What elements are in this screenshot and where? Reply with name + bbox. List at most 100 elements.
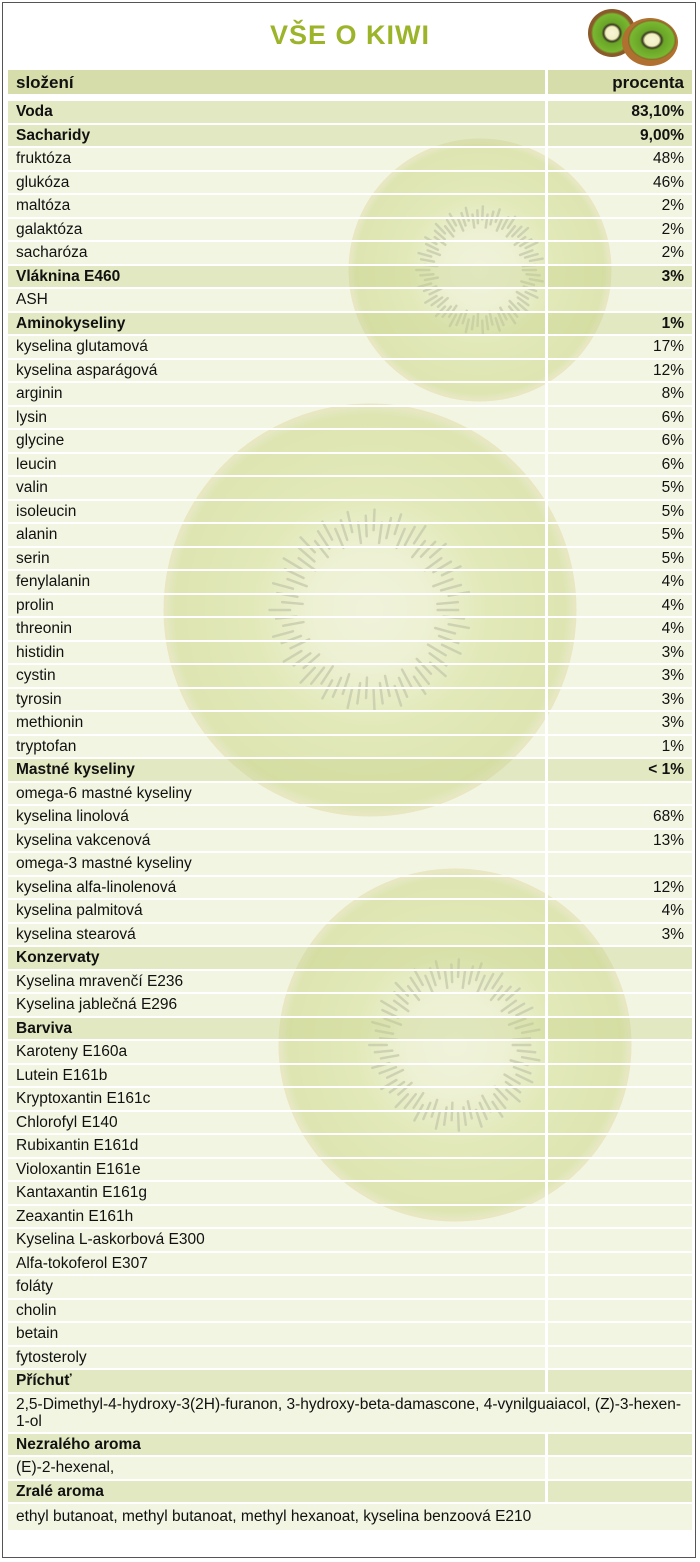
row-label: prolin xyxy=(8,593,547,618)
row-value: 5% xyxy=(545,546,692,571)
table-row: kyselina palmitová 4% xyxy=(8,899,692,924)
table-row: omega-6 mastné kyseliny xyxy=(8,781,692,806)
row-label: arginin xyxy=(8,382,547,407)
row-label: Sacharidy xyxy=(8,123,547,148)
table-row: Kyselina L-askorbová E300 xyxy=(8,1228,692,1253)
row-value xyxy=(545,993,692,1018)
row-value xyxy=(545,1275,692,1300)
table-row: (E)-2-hexenal, xyxy=(8,1456,692,1481)
table-row: betain xyxy=(8,1322,692,1347)
row-label: Vláknina E460 xyxy=(8,264,547,289)
table-row: Violoxantin E161e xyxy=(8,1157,692,1182)
row-label: Zeaxantin E161h xyxy=(8,1204,547,1229)
row-value: 3% xyxy=(545,664,692,689)
row-value: 5% xyxy=(545,523,692,548)
table-row: Nezralého aroma xyxy=(8,1432,692,1457)
row-value: 5% xyxy=(545,476,692,501)
table-row: histidin 3% xyxy=(8,640,692,665)
table-row: leucin 6% xyxy=(8,452,692,477)
row-label: Barviva xyxy=(8,1016,547,1041)
table-row: Příchuť xyxy=(8,1369,692,1394)
row-value xyxy=(545,1040,692,1065)
row-value: 17% xyxy=(545,335,692,360)
row-value: 6% xyxy=(545,452,692,477)
table-row: maltóza 2% xyxy=(8,194,692,219)
row-value xyxy=(545,1157,692,1182)
table-row: cholin xyxy=(8,1298,692,1323)
row-label: sacharóza xyxy=(8,241,547,266)
row-value: 68% xyxy=(545,805,692,830)
row-value: 83,10% xyxy=(545,97,692,125)
row-label: cholin xyxy=(8,1298,547,1323)
row-label: glukóza xyxy=(8,170,547,195)
row-value: 6% xyxy=(545,405,692,430)
row-label: fruktóza xyxy=(8,147,547,172)
row-value xyxy=(545,1087,692,1112)
row-value: 12% xyxy=(545,358,692,383)
table-row: serin 5% xyxy=(8,546,692,571)
row-value: 12% xyxy=(545,875,692,900)
table-row: galaktóza 2% xyxy=(8,217,692,242)
row-value xyxy=(545,1251,692,1276)
table-row: ethyl butanoat, methyl butanoat, methyl … xyxy=(8,1503,692,1532)
column-header: procenta xyxy=(545,70,692,101)
row-label: ASH xyxy=(8,288,547,313)
table-row: Kyselina jablečná E296 xyxy=(8,993,692,1018)
row-label: alanin xyxy=(8,523,547,548)
table-row: Voda 83,10% xyxy=(8,97,692,125)
row-value xyxy=(545,969,692,994)
row-value: 1% xyxy=(545,311,692,336)
row-label: fytosteroly xyxy=(8,1345,547,1370)
row-label: Voda xyxy=(8,97,547,125)
row-value: 3% xyxy=(545,264,692,289)
table-row: kyselina vakcenová 13% xyxy=(8,828,692,853)
row-label: glycine xyxy=(8,429,547,454)
row-label: Kyselina L-askorbová E300 xyxy=(8,1228,547,1253)
row-value xyxy=(545,1322,692,1347)
header-row: složení procenta xyxy=(8,70,692,101)
title: VŠE O KIWI xyxy=(269,20,431,50)
row-value xyxy=(545,946,692,971)
table-row: kyselina linolová 68% xyxy=(8,805,692,830)
row-label: histidin xyxy=(8,640,547,665)
table-row: isoleucin 5% xyxy=(8,499,692,524)
row-label: methionin xyxy=(8,711,547,736)
row-value xyxy=(545,1016,692,1041)
row-value: 4% xyxy=(545,617,692,642)
row-value xyxy=(545,1204,692,1229)
row-label: galaktóza xyxy=(8,217,547,242)
table-row: alanin 5% xyxy=(8,523,692,548)
table-row: Zralé aroma xyxy=(8,1479,692,1504)
row-value xyxy=(545,1228,692,1253)
row-label: Konzervaty xyxy=(8,946,547,971)
row-value: 9,00% xyxy=(545,123,692,148)
row-label: kyselina alfa-linolenová xyxy=(8,875,547,900)
row-value: 48% xyxy=(545,147,692,172)
row-label: Kyselina mravenčí E236 xyxy=(8,969,547,994)
row-value xyxy=(545,852,692,877)
row-value: 3% xyxy=(545,687,692,712)
row-value: 3% xyxy=(545,922,692,947)
row-label: omega-6 mastné kyseliny xyxy=(8,781,547,806)
row-value xyxy=(545,1181,692,1206)
row-label: betain xyxy=(8,1322,547,1347)
table-row: prolin 4% xyxy=(8,593,692,618)
table-row: Konzervaty xyxy=(8,946,692,971)
table-row: Barviva xyxy=(8,1016,692,1041)
table-row: Kryptoxantin E161c xyxy=(8,1087,692,1112)
row-label: lysin xyxy=(8,405,547,430)
row-label: cystin xyxy=(8,664,547,689)
table-row: kyselina stearová 3% xyxy=(8,922,692,947)
table-row: lysin 6% xyxy=(8,405,692,430)
row-label: Mastné kyseliny xyxy=(8,758,547,783)
row-label: Violoxantin E161e xyxy=(8,1157,547,1182)
row-value xyxy=(545,1369,692,1394)
row-label: kyselina stearová xyxy=(8,922,547,947)
table-row: fruktóza 48% xyxy=(8,147,692,172)
row-label: Karoteny E160a xyxy=(8,1040,547,1065)
row-label: serin xyxy=(8,546,547,571)
row-value: 13% xyxy=(545,828,692,853)
row-value xyxy=(545,1345,692,1370)
row-label: kyselina vakcenová xyxy=(8,828,547,853)
row-value: 2% xyxy=(545,194,692,219)
